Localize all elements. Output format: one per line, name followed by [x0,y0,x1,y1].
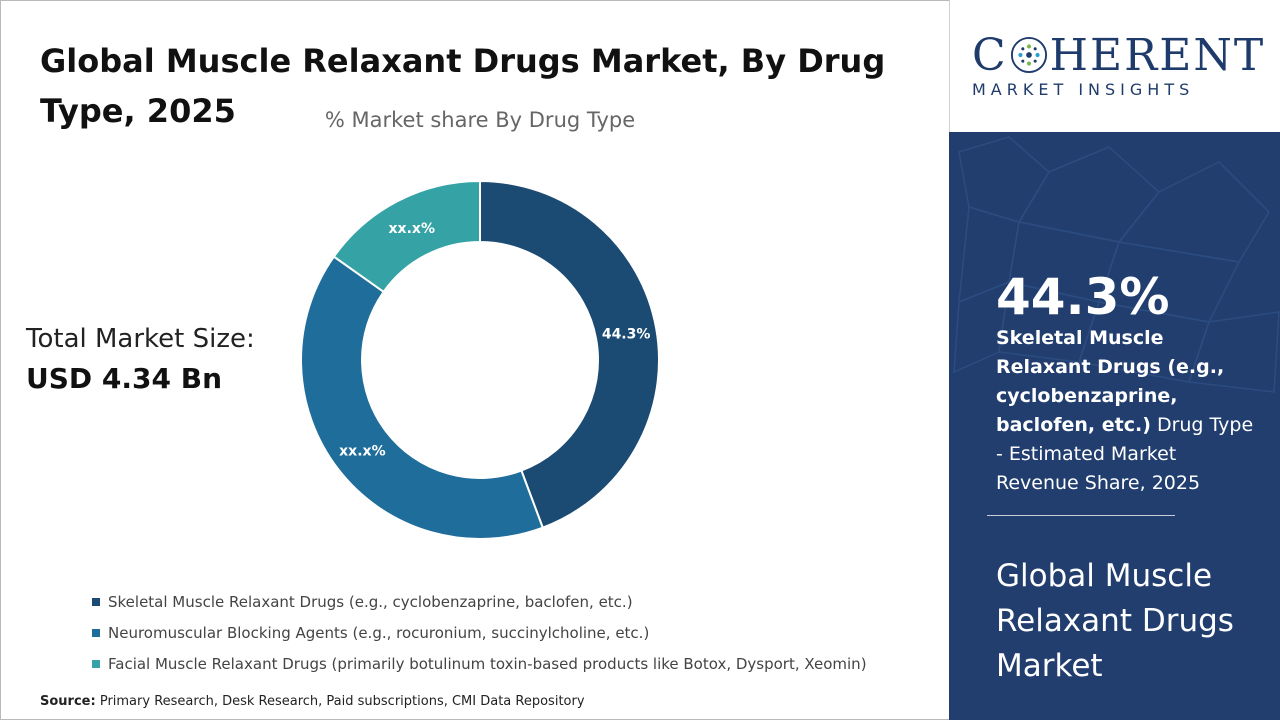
legend-swatch-neuromuscular [92,628,100,637]
panel-market-name: Global Muscle Relaxant Drugs Market [996,558,1234,684]
legend-label-skeletal: Skeletal Muscle Relaxant Drugs (e.g., cy… [108,592,633,611]
panel-divider [987,515,1175,516]
highlight-description: Skeletal Muscle Relaxant Drugs (e.g., cy… [996,324,1264,498]
source-note: Source: Primary Research, Desk Research,… [40,694,585,709]
data-label-facial: xx.x% [389,221,435,237]
data-label-neuromuscular: xx.x% [339,444,385,460]
company-logo: C HERENT MARKET INSIGHTS [949,0,1280,132]
donut-slice-neuromuscular [300,255,545,540]
page-title: Global Muscle Relaxant Drugs Market, By … [40,42,886,130]
chart-title: % Market share By Drug Type [324,108,636,132]
legend-item-skeletal: Skeletal Muscle Relaxant Drugs (e.g., cy… [92,586,867,617]
logo-tagline: MARKET INSIGHTS [972,80,1195,99]
highlight-segment-name: Skeletal Muscle Relaxant Drugs (e.g., cy… [996,327,1225,436]
donut-slice-facial [332,179,481,294]
logo-text-right: HERENT [1049,30,1266,81]
total-market-value: USD 4.34 Bn [26,362,222,395]
legend-label-facial: Facial Muscle Relaxant Drugs (primarily … [108,654,867,673]
legend-swatch-skeletal [92,597,100,606]
data-label-skeletal: 44.3% [602,327,651,343]
legend-item-neuromuscular: Neuromuscular Blocking Agents (e.g., roc… [92,617,867,648]
donut-slice-skeletal [479,179,660,529]
source-label: Source: [40,694,96,709]
logo-wordmark: C HERENT [972,28,1265,84]
donut-chart: 44.3% xx.x% xx.x% [300,179,660,540]
legend-swatch-facial [92,659,100,668]
highlight-panel: 44.3% Skeletal Muscle Relaxant Drugs (e.… [949,132,1280,720]
highlight-segment-caption: Drug Type - Estimated Market Revenue Sha… [996,414,1254,494]
legend-item-facial: Facial Muscle Relaxant Drugs (primarily … [92,648,867,679]
legend-label-neuromuscular: Neuromuscular Blocking Agents (e.g., roc… [108,623,650,642]
panel-background-pattern [953,136,1280,393]
total-market-label: Total Market Size: [26,324,255,354]
source-text: Primary Research, Desk Research, Paid su… [99,694,585,709]
highlight-value: 44.3% [996,268,1170,326]
globe-icon [1010,36,1047,74]
logo-text-left: C [972,30,1008,81]
chart-legend: Skeletal Muscle Relaxant Drugs (e.g., cy… [92,586,867,679]
